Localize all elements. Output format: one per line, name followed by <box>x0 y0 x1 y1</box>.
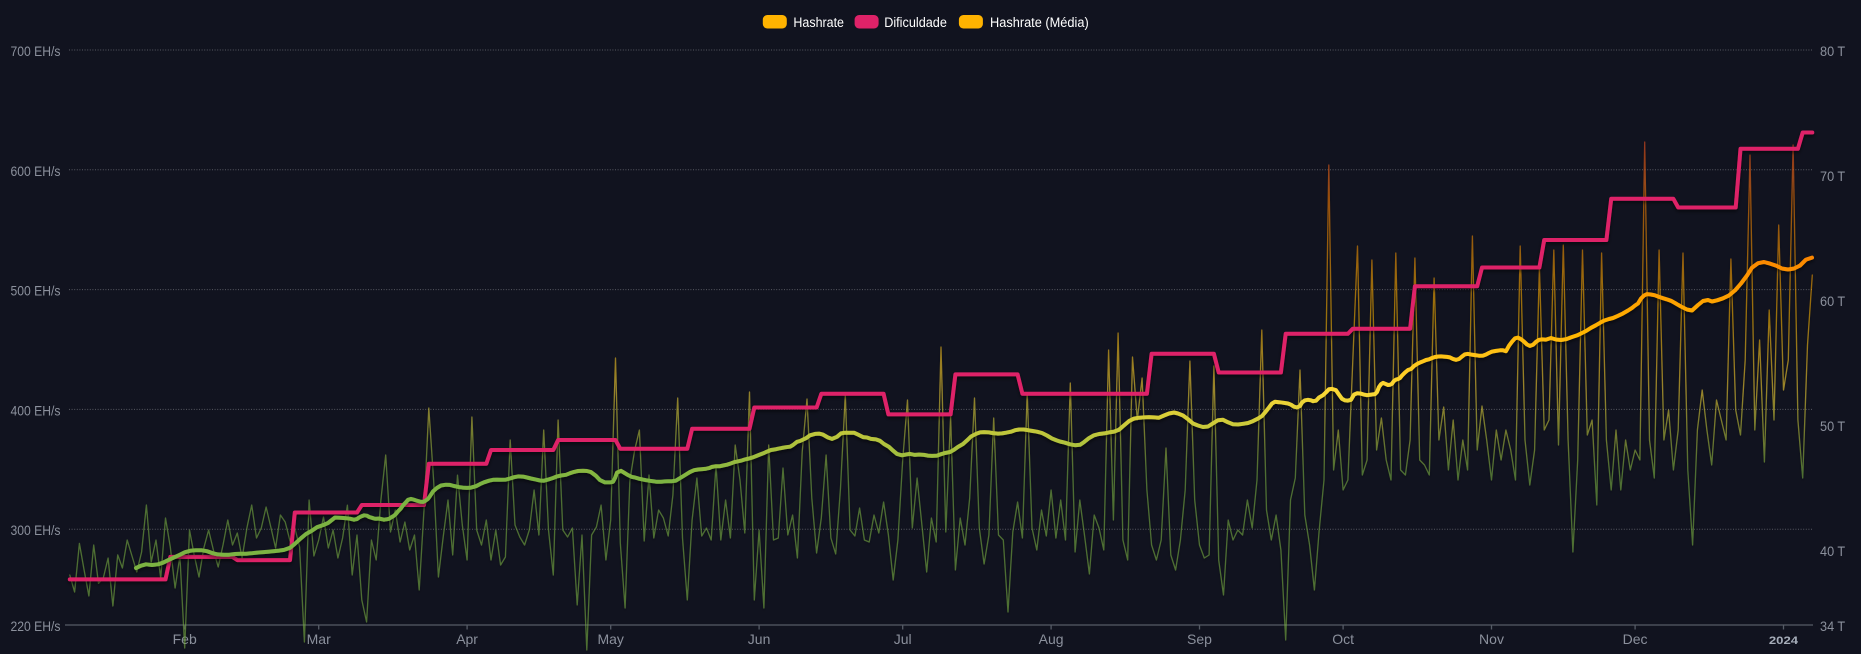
svg-text:40 T: 40 T <box>1820 543 1846 559</box>
svg-text:2024: 2024 <box>1769 635 1799 647</box>
svg-text:60 T: 60 T <box>1820 293 1846 309</box>
svg-text:70 T: 70 T <box>1820 168 1846 184</box>
svg-text:Jul: Jul <box>894 631 912 647</box>
svg-text:700 EH/s: 700 EH/s <box>11 43 61 59</box>
svg-text:600 EH/s: 600 EH/s <box>11 163 61 179</box>
svg-text:220 EH/s: 220 EH/s <box>11 618 61 634</box>
svg-text:300 EH/s: 300 EH/s <box>11 522 61 538</box>
svg-text:500 EH/s: 500 EH/s <box>11 283 61 299</box>
svg-text:Jun: Jun <box>748 631 771 647</box>
svg-text:Dec: Dec <box>1623 631 1648 647</box>
svg-text:400 EH/s: 400 EH/s <box>11 402 61 418</box>
svg-text:May: May <box>597 631 623 647</box>
svg-text:50 T: 50 T <box>1820 418 1846 434</box>
svg-text:Hashrate (Média): Hashrate (Média) <box>990 15 1089 30</box>
svg-text:Nov: Nov <box>1479 631 1504 647</box>
svg-text:34 T: 34 T <box>1820 618 1846 634</box>
svg-text:Dificuldade: Dificuldade <box>884 15 947 30</box>
svg-text:Mar: Mar <box>307 631 331 647</box>
svg-text:Aug: Aug <box>1039 631 1064 647</box>
svg-text:Hashrate: Hashrate <box>793 15 844 30</box>
svg-text:Sep: Sep <box>1187 631 1212 647</box>
svg-text:Oct: Oct <box>1332 631 1354 647</box>
svg-text:Apr: Apr <box>456 631 478 647</box>
svg-text:80 T: 80 T <box>1820 43 1846 59</box>
